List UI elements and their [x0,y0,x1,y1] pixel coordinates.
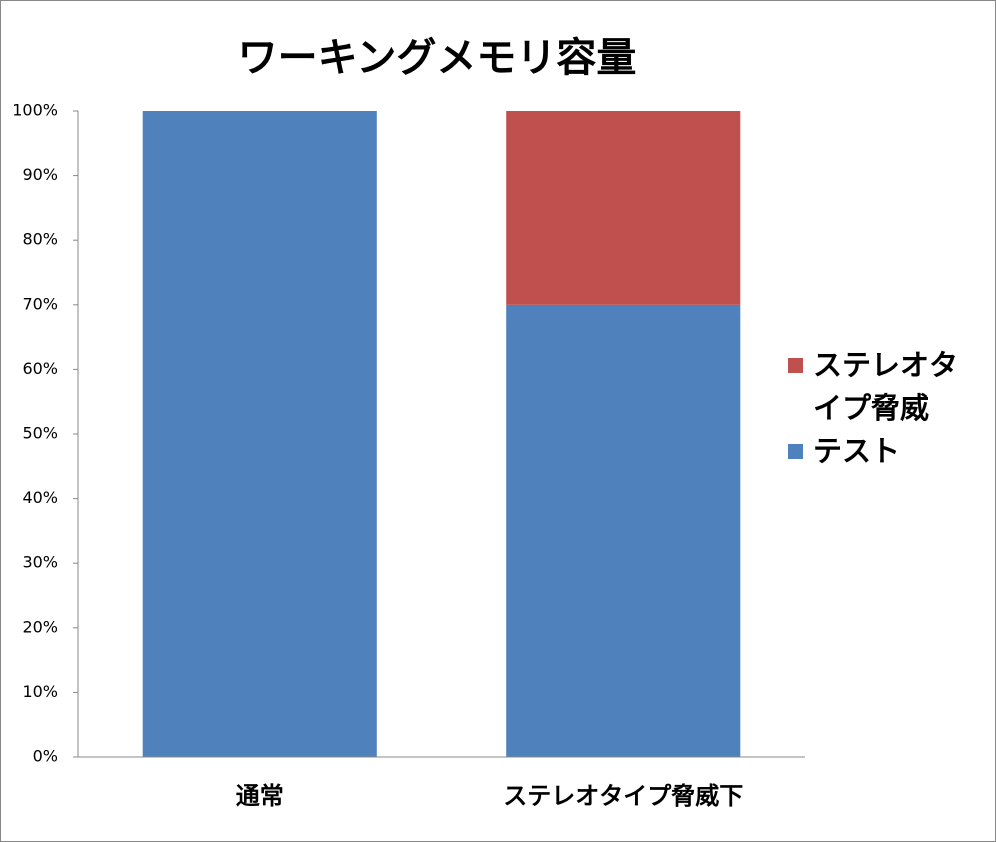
legend-label: テスト [813,434,901,468]
y-tick-label: 20% [22,617,58,636]
y-tick-label: 50% [22,424,58,443]
legend-swatch [788,358,803,373]
y-tick-label: 30% [22,553,58,572]
bar-segment [142,111,377,757]
y-tick-label: 100% [12,101,58,120]
y-tick-label: 80% [22,230,58,249]
legend-swatch [788,444,803,459]
y-tick-label: 60% [22,359,58,378]
x-tick-label: 通常 [236,782,284,810]
legend-item: テスト [788,430,968,473]
y-tick-label: 90% [22,165,58,184]
legend-item: ステレオタイプ脅威 [788,344,968,430]
chart-title: ワーキングメモリ容量 [238,35,637,81]
y-tick-label: 0% [33,747,58,766]
y-tick-label: 70% [22,294,58,313]
bar-segment [506,111,741,305]
bar-segment [506,304,741,757]
y-tick-label: 40% [22,488,58,507]
x-tick-label: ステレオタイプ脅威下 [503,782,743,810]
legend-label: ステレオタイプ脅威 [813,348,959,425]
legend: ステレオタイプ脅威テスト [788,344,968,473]
y-tick-label: 10% [22,682,58,701]
